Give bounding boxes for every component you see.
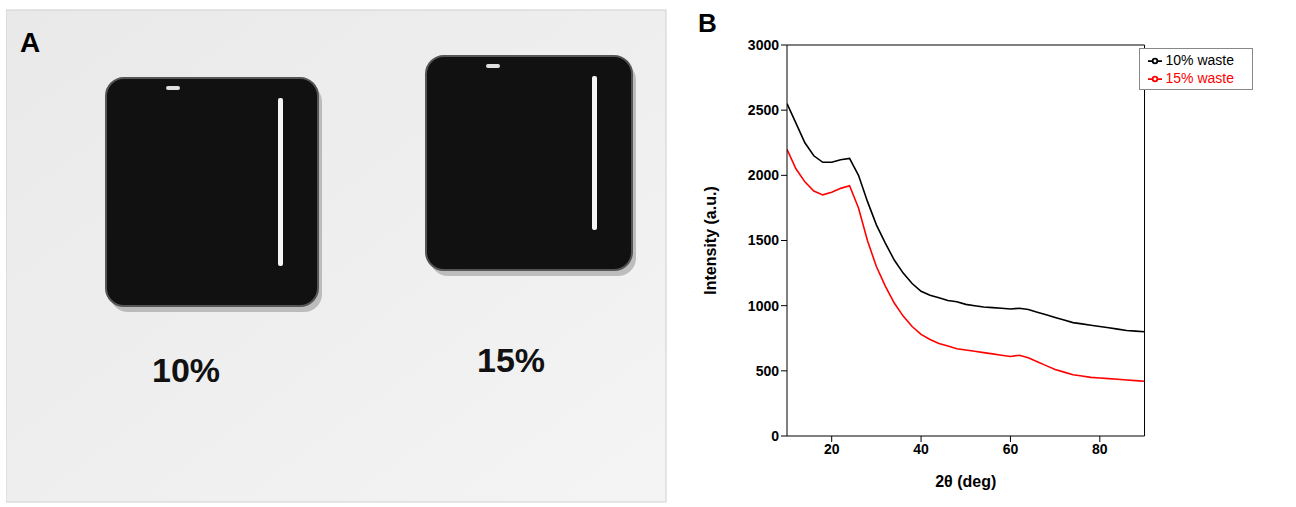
- svg-text:20: 20: [824, 441, 840, 457]
- svg-text:1000: 1000: [748, 298, 779, 314]
- svg-text:2θ (deg): 2θ (deg): [935, 473, 996, 490]
- svg-text:60: 60: [1003, 441, 1019, 457]
- svg-text:3000: 3000: [748, 37, 779, 53]
- html-text:B: B: [698, 8, 717, 38]
- svg-text:0: 0: [771, 428, 779, 444]
- svg-text:Intensity (a.u.): Intensity (a.u.): [702, 186, 719, 294]
- svg-text:500: 500: [756, 363, 780, 379]
- svg-text:2500: 2500: [748, 102, 779, 118]
- svg-text:2000: 2000: [748, 167, 779, 183]
- svg-text:80: 80: [1092, 441, 1108, 457]
- svg-text:15%: 15%: [477, 341, 545, 379]
- html-text:15% waste: 15% waste: [1165, 70, 1234, 86]
- svg-text:1500: 1500: [748, 232, 779, 248]
- svg-text:A: A: [20, 27, 40, 58]
- html-text:10% waste: 10% waste: [1165, 52, 1234, 68]
- svg-text:40: 40: [913, 441, 929, 457]
- svg-text:10%: 10%: [152, 351, 220, 389]
